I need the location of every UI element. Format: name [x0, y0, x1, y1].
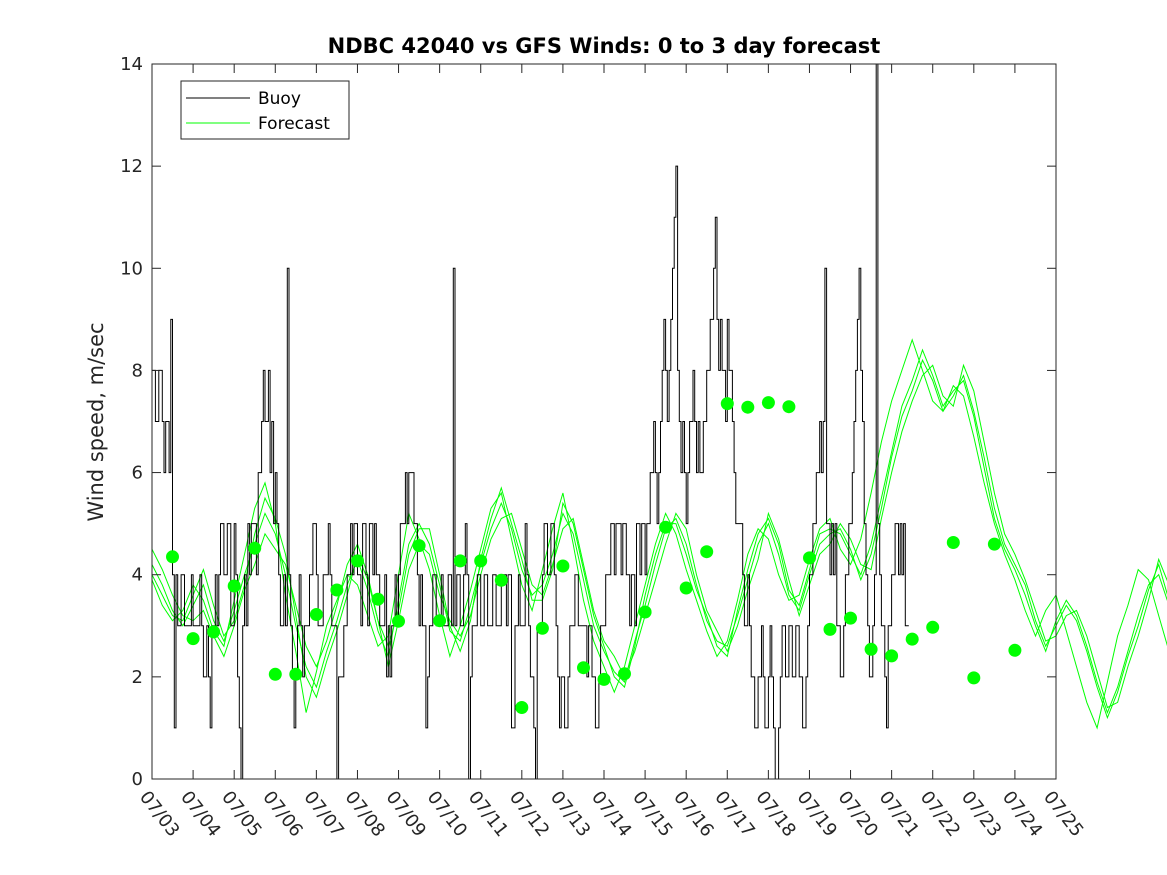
y-tick-label: 4 [132, 565, 143, 586]
forecast-marker [433, 614, 447, 628]
forecast-marker [782, 400, 796, 414]
forecast-marker [720, 397, 734, 411]
forecast-marker [926, 620, 940, 634]
forecast-marker [864, 642, 878, 656]
y-tick-label: 12 [120, 156, 143, 177]
forecast-marker [638, 605, 652, 619]
legend-box [180, 80, 350, 140]
forecast-marker [330, 583, 344, 597]
forecast-marker [453, 554, 467, 568]
forecast-marker [967, 671, 981, 685]
forecast-marker [659, 520, 673, 534]
y-axis-label: Wind speed, m/sec [84, 322, 108, 521]
forecast-marker [987, 537, 1001, 551]
forecast-marker [268, 667, 282, 681]
chart-title: NDBC 42040 vs GFS Winds: 0 to 3 day fore… [328, 34, 881, 58]
forecast-marker [474, 554, 488, 568]
forecast-marker [207, 625, 221, 639]
forecast-marker [618, 667, 631, 681]
forecast-marker [309, 608, 323, 621]
forecast-marker [823, 622, 837, 636]
forecast-marker [700, 545, 714, 559]
forecast-marker [1008, 643, 1022, 657]
forecast-marker [761, 396, 775, 410]
forecast-marker [577, 661, 590, 675]
forecast-marker [741, 400, 755, 414]
forecast-marker [803, 551, 816, 565]
forecast-marker [905, 632, 919, 646]
forecast-marker [844, 611, 857, 625]
forecast-marker [227, 579, 241, 593]
y-tick-label: 6 [132, 463, 143, 484]
forecast-markers [166, 396, 1022, 714]
forecast-marker [515, 701, 529, 714]
forecast-marker [351, 554, 364, 568]
forecast-marker [248, 541, 262, 555]
forecast-run-line [151, 338, 1167, 730]
buoy-series-line [152, 63, 909, 780]
forecast-marker [412, 539, 426, 553]
y-tick-label: 8 [132, 360, 143, 381]
forecast-marker [946, 536, 960, 549]
y-tick-label: 10 [120, 258, 143, 279]
forecast-marker [186, 632, 200, 646]
forecast-marker [679, 581, 693, 595]
buoy-line [152, 63, 909, 780]
forecast-marker [535, 621, 549, 635]
forecast-marker [289, 667, 303, 681]
forecast-marker [885, 649, 899, 663]
y-tick-label: 14 [120, 54, 143, 75]
forecast-marker [392, 614, 405, 628]
legend: Buoy Forecast [180, 80, 350, 140]
forecast-marker [556, 559, 570, 573]
legend-buoy-label: Buoy [258, 89, 301, 109]
y-axis: 0 2 4 6 8 10 12 14 [120, 54, 1056, 790]
y-tick-label: 2 [132, 667, 143, 688]
y-tick-label: 0 [132, 769, 143, 790]
forecast-marker [494, 573, 508, 587]
forecast-marker [371, 592, 385, 606]
forecast-marker [166, 550, 179, 564]
forecast-marker [597, 672, 611, 686]
legend-forecast-label: Forecast [258, 114, 330, 134]
